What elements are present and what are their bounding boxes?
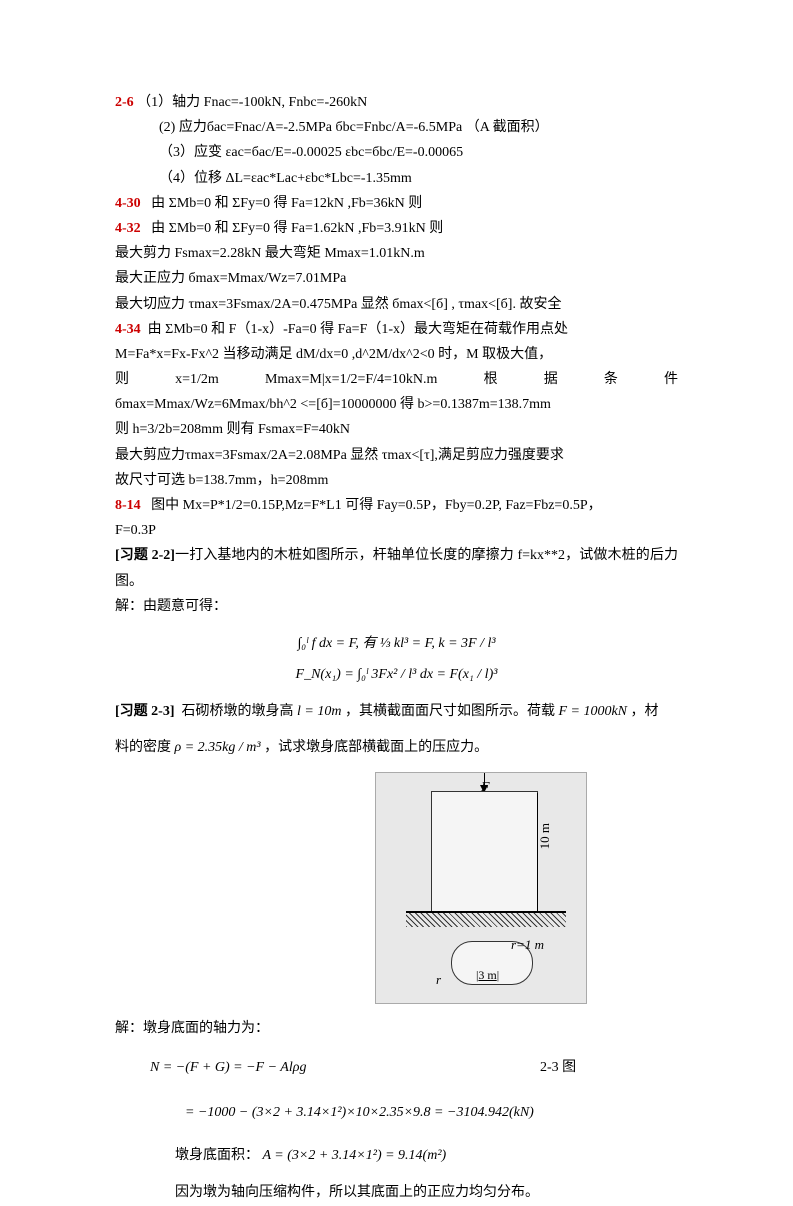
p4-34-l3: 则 x=1/2m Mmax=M|x=1/2=F/4=10kN.m 根 据 条 件 xyxy=(115,367,678,392)
p4-34-l6: 最大剪应力τmax=3Fsmax/2A=2.08MPa 显然 τmax<[τ],… xyxy=(115,443,678,468)
ex2-3-l1: [习题 2-3] 石砌桥墩的墩身高 l = 10m ，其横截面面尺寸如图所示。荷… xyxy=(115,699,678,724)
p4-34-l5: 则 h=3/2b=208mm 则有 Fsmax=F=40kN xyxy=(115,417,678,442)
label-ex2-3: [习题 2-3] xyxy=(115,704,175,719)
fig-2-3-label: 2-3 图 xyxy=(540,1055,576,1080)
p2-6-l1: （1）轴力 Fnac=-100kN, Fnbc=-260kN xyxy=(137,95,367,110)
p2-6-line1: 2-6 （1）轴力 Fnac=-100kN, Fnbc=-260kN xyxy=(115,90,678,115)
eq-rho: ρ = 2.35kg / m³ xyxy=(175,740,261,755)
formula-2: F_N(x₁) = ∫₀ˡ 3Fx² / l³ dx = F(x₁ / l)³ xyxy=(115,662,678,687)
formula-block-1: ∫₀ˡ f dx = F, 有 ⅓ kl³ = F, k = 3F / l³ F… xyxy=(115,631,678,687)
radius-label: r=1 m xyxy=(511,933,544,956)
p4-34-l1: 4-34 由 ΣMb=0 和 F（1-x）-Fa=0 得 Fa=F（1-x）最大… xyxy=(115,317,678,342)
ex2-2: [习题 2-2]一打入基地内的木桩如图所示，杆轴单位长度的摩擦力 f=kx**2… xyxy=(115,543,678,593)
p2-6-l4: （4）位移 ΔL=εac*Lac+εbc*Lbc=-1.35mm xyxy=(115,166,678,191)
formula-1: ∫₀ˡ f dx = F, 有 ⅓ kl³ = F, k = 3F / l³ xyxy=(115,631,678,656)
eq-A: A = (3×2 + 3.14×1²) = 9.14(m²) xyxy=(263,1148,447,1163)
ground-hatch xyxy=(406,911,566,927)
label-4-30: 4-30 xyxy=(115,196,141,211)
solution-intro: 解：墩身底面的轴力为： xyxy=(115,1016,678,1041)
p4-34-l7: 故尺寸可选 b=138.7mm，h=208mm xyxy=(115,468,678,493)
p4-30: 4-30 由 ΣMb=0 和 ΣFy=0 得 Fa=12kN ,Fb=36kN … xyxy=(115,191,678,216)
label-ex2-2: [习题 2-2] xyxy=(115,548,175,563)
document-page: 2-6 （1）轴力 Fnac=-100kN, Fnbc=-260kN (2) 应… xyxy=(0,0,793,1122)
label-8-14: 8-14 xyxy=(115,498,141,513)
ex2-2-sol-label: 解：由题意可得： xyxy=(115,594,678,619)
area-line: 墩身底面积： A = (3×2 + 3.14×1²) = 9.14(m²) xyxy=(175,1143,678,1168)
label-4-34: 4-34 xyxy=(115,322,141,337)
ex2-3-l2: 料的密度 ρ = 2.35kg / m³ ，试求墩身底部横截面上的压应力。 xyxy=(115,735,678,760)
dim-10m-label: 10 m xyxy=(533,823,556,849)
p8-14-l1: 8-14 图中 Mx=P*1/2=0.15P,Mz=F*L1 可得 Fay=0.… xyxy=(115,493,678,518)
p4-32-l2: 最大剪力 Fsmax=2.28kN 最大弯矩 Mmax=1.01kN.m xyxy=(115,241,678,266)
p4-32-l3: 最大正应力 бmax=Mmax/Wz=7.01MPa xyxy=(115,266,678,291)
label-2-6: 2-6 xyxy=(115,95,134,110)
p4-34-l2: M=Fa*x=Fx-Fx^2 当移动满足 dM/dx=0 ,d^2M/dx^2<… xyxy=(115,342,678,367)
eq-F1000: F = 1000kN xyxy=(558,704,627,719)
p2-6-l3: （3）应变 εac=бac/E=-0.00025 εbc=бbc/E=-0.00… xyxy=(115,140,678,165)
pier-body-shape xyxy=(431,791,538,913)
p4-34-l4: бmax=Mmax/Wz=6Mmax/bh^2 <=[б]=10000000 得… xyxy=(115,392,678,417)
conclusion: 因为墩为轴向压缩构件，所以其底面上的正应力均匀分布。 xyxy=(175,1180,678,1205)
width-3m-label: |3 m| xyxy=(476,965,499,987)
p4-32-l1: 4-32 由 ΣMb=0 和 ΣFy=0 得 Fa=1.62kN ,Fb=3.9… xyxy=(115,216,678,241)
eq-N-value: = −1000 − (3×2 + 3.14×1²)×10×2.35×9.8 = … xyxy=(185,1100,678,1125)
p4-30-text: 由 ΣMb=0 和 ΣFy=0 得 Fa=12kN ,Fb=36kN 则 xyxy=(151,196,422,211)
eq-l10m: l = 10m xyxy=(297,704,341,719)
pier-diagram: F 10 m r=1 m r |3 m| xyxy=(375,772,587,1004)
eq-N: N = −(F + G) = −F − Alρg 2-3 图 xyxy=(150,1055,678,1080)
p4-32-l4: 最大切应力 τmax=3Fsmax/2A=0.475MPa 显然 бmax<[б… xyxy=(115,292,678,317)
label-4-32: 4-32 xyxy=(115,221,141,236)
dim-line-vertical xyxy=(537,793,538,911)
p8-14-l2: F=0.3P xyxy=(115,518,678,543)
p2-6-l2: (2) 应力бac=Fnac/A=-2.5MPa бbc=Fnbc/A=-6.5… xyxy=(115,115,678,140)
r-label: r xyxy=(436,968,441,991)
